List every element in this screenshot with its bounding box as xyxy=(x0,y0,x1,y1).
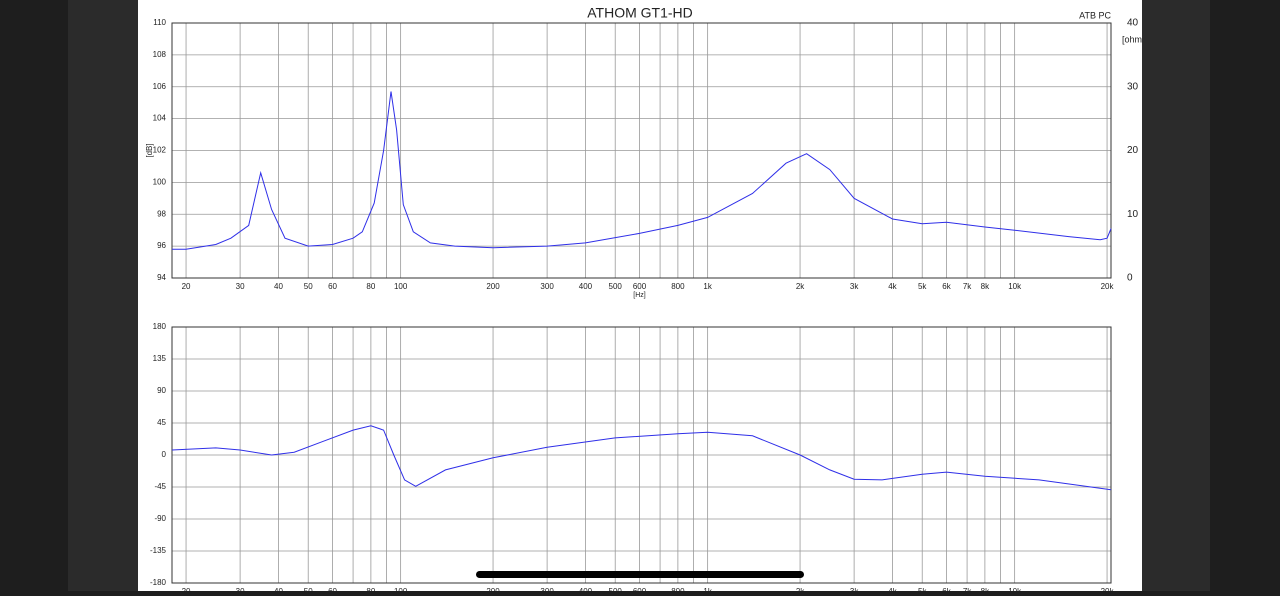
data-line xyxy=(171,425,1112,491)
x-tick-label: 40 xyxy=(274,587,283,591)
y-tick-label: 94 xyxy=(157,273,166,282)
x-tick-label: 400 xyxy=(579,282,593,291)
x-tick-label: 20 xyxy=(182,587,191,591)
y-tick-label: 96 xyxy=(157,241,166,250)
y-tick-label: -180 xyxy=(150,578,167,587)
y-tick-label: 45 xyxy=(157,418,166,427)
side-panel xyxy=(68,0,138,591)
x-tick-label: 2k xyxy=(796,282,805,291)
x-tick-label: 3k xyxy=(850,282,859,291)
x-tick-label: 8k xyxy=(981,282,990,291)
x-tick-label: 20 xyxy=(182,282,191,291)
chart-canvas xyxy=(138,0,1142,591)
x-tick-label: 10k xyxy=(1008,587,1022,591)
x-tick-label: 500 xyxy=(609,282,623,291)
x-tick-label: 500 xyxy=(609,587,623,591)
chart-title: ATHOM GT1-HD xyxy=(587,5,693,21)
x-tick-label: 100 xyxy=(394,587,408,591)
x-tick-label: 5k xyxy=(918,587,927,591)
x-tick-label: 30 xyxy=(236,587,245,591)
x-tick-label: 80 xyxy=(366,587,375,591)
y-tick-label: 180 xyxy=(153,322,167,331)
x-tick-label: 400 xyxy=(579,587,593,591)
scrollbar[interactable] xyxy=(476,571,804,578)
plot-frame xyxy=(171,22,1112,279)
x-tick-label: 50 xyxy=(304,587,313,591)
plot-frame xyxy=(171,326,1112,584)
y-tick-label: 135 xyxy=(153,354,167,363)
x-tick-label: 40 xyxy=(274,282,283,291)
x-tick-label: 200 xyxy=(486,587,500,591)
x-tick-label: 20k xyxy=(1101,587,1115,591)
y-tick-label: 106 xyxy=(153,82,167,91)
y-tick-label: 90 xyxy=(157,386,166,395)
y-tick-label: 100 xyxy=(153,177,167,186)
y2-axis-label: [ohm xyxy=(1122,34,1142,44)
y-tick-label: 98 xyxy=(157,209,166,218)
x-tick-label: 60 xyxy=(328,587,337,591)
y2-tick-label: 20 xyxy=(1127,145,1139,156)
y-tick-label: -135 xyxy=(150,546,167,555)
x-tick-label: 20k xyxy=(1101,282,1115,291)
corner-label: ATB PC xyxy=(1079,10,1111,20)
y-tick-label: -45 xyxy=(154,482,166,491)
x-tick-label: 50 xyxy=(304,282,313,291)
x-tick-label: 5k xyxy=(918,282,927,291)
x-tick-label: 4k xyxy=(888,587,897,591)
data-line xyxy=(172,91,1112,250)
y2-tick-label: 0 xyxy=(1127,273,1133,284)
x-tick-label: 2k xyxy=(796,587,805,591)
x-tick-label: 600 xyxy=(633,587,647,591)
x-tick-label: 3k xyxy=(850,587,859,591)
y2-tick-label: 40 xyxy=(1127,18,1139,29)
x-tick-label: 7k xyxy=(963,282,972,291)
x-tick-label: 10k xyxy=(1008,282,1022,291)
x-tick-label: 100 xyxy=(394,282,408,291)
y-axis-label: [dB] xyxy=(145,143,154,157)
y-tick-label: -90 xyxy=(154,514,166,523)
x-tick-label: 80 xyxy=(366,282,375,291)
y2-tick-label: 30 xyxy=(1127,81,1139,92)
side-panel xyxy=(1142,0,1210,591)
x-tick-label: 30 xyxy=(236,282,245,291)
x-tick-label: 60 xyxy=(328,282,337,291)
x-tick-label: 800 xyxy=(671,587,685,591)
x-tick-label: 1k xyxy=(703,282,712,291)
x-tick-label: 600 xyxy=(633,282,647,291)
x-tick-label: 1k xyxy=(703,587,712,591)
x-axis-label: [Hz] xyxy=(633,292,646,299)
y-tick-label: 104 xyxy=(153,114,167,123)
y-tick-label: 0 xyxy=(162,450,167,459)
y2-tick-label: 10 xyxy=(1127,209,1139,220)
x-tick-label: 8k xyxy=(981,587,990,591)
x-tick-label: 4k xyxy=(888,282,897,291)
x-tick-label: 6k xyxy=(942,282,951,291)
x-tick-label: 800 xyxy=(671,282,685,291)
x-tick-label: 7k xyxy=(963,587,972,591)
x-tick-label: 200 xyxy=(486,282,500,291)
x-tick-label: 300 xyxy=(540,587,554,591)
x-tick-label: 6k xyxy=(942,587,951,591)
y-tick-label: 102 xyxy=(153,146,167,155)
y-tick-label: 110 xyxy=(153,18,166,27)
x-tick-label: 300 xyxy=(540,282,554,291)
y-tick-label: 108 xyxy=(153,50,167,59)
